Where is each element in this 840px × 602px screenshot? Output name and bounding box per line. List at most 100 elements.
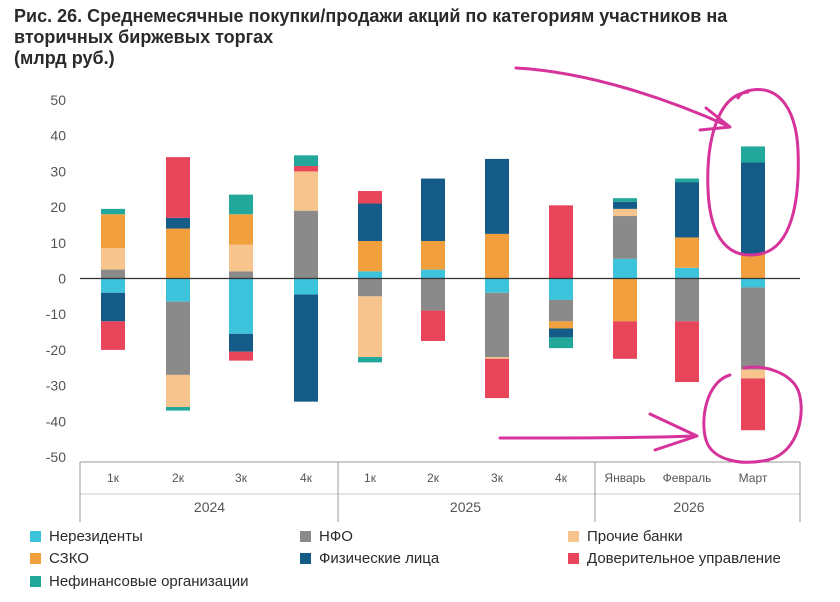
bar-segment [421, 178, 445, 242]
bar-segment [101, 214, 125, 249]
x-tick-label: 2к [427, 471, 440, 485]
bar-segment [166, 228, 190, 279]
x-tick-label: 4к [555, 471, 568, 485]
bar-segment [675, 267, 699, 279]
x-tick-label: 1к [364, 471, 377, 485]
y-tick-label: 40 [50, 128, 66, 144]
bar-segment [485, 357, 509, 359]
bar-segment [549, 299, 573, 322]
chart-title: Рис. 26. Среднемесячные покупки/продажи … [14, 6, 824, 69]
y-tick-label: 20 [50, 199, 66, 215]
bar-segment [229, 194, 253, 215]
bar-segment [294, 278, 318, 295]
bar-segment [549, 328, 573, 338]
bar-segment [101, 292, 125, 322]
bar-segment [358, 191, 382, 204]
chart-subtitle: (млрд руб.) [14, 48, 115, 68]
bar-segment [741, 287, 765, 370]
bar-segment [675, 321, 699, 383]
x-tick-label: 2к [172, 471, 185, 485]
bar-segment [166, 217, 190, 229]
bar-segment [613, 216, 637, 259]
bar-segment [485, 358, 509, 399]
y-tick-label: 30 [50, 163, 66, 179]
bar-segment [741, 162, 765, 254]
bar-segment [358, 271, 382, 279]
bar-segment [358, 357, 382, 363]
y-tick-label: -40 [46, 413, 66, 429]
bar-segment [358, 278, 382, 297]
bar-segment [613, 208, 637, 217]
y-tick-label: -20 [46, 342, 66, 358]
bar-segment [675, 182, 699, 238]
bar-segment [549, 205, 573, 279]
bar-segment [675, 237, 699, 268]
bar-segment [229, 271, 253, 279]
bar-segment [294, 166, 318, 172]
x-tick-label: 1к [107, 471, 120, 485]
bar-segment [485, 278, 509, 293]
bar-segment [229, 244, 253, 272]
bar-segment [294, 155, 318, 167]
bar-segment [101, 248, 125, 270]
bar-segment [101, 208, 125, 215]
bar-segment [613, 278, 637, 322]
bar-segment [485, 158, 509, 234]
bar-segment [741, 369, 765, 379]
x-tick-label: 3к [491, 471, 504, 485]
bar-segment [549, 337, 573, 349]
bar-segment [229, 214, 253, 245]
chart-title-text: Рис. 26. Среднемесячные покупки/продажи … [14, 6, 728, 47]
bar-segment [166, 278, 190, 302]
bar-segment [166, 157, 190, 218]
bar-segment [229, 333, 253, 352]
bar-segment [229, 278, 253, 334]
bar-segment [675, 278, 699, 322]
bar-segment [421, 241, 445, 270]
bar-segment [358, 296, 382, 358]
bar-segment [549, 278, 573, 300]
bar-segment [294, 210, 318, 279]
bar-segment [358, 241, 382, 272]
x-group-label: 2025 [450, 499, 481, 515]
bar-segment [613, 258, 637, 279]
bar-segment [741, 253, 765, 279]
bar-segment [549, 321, 573, 329]
bar-segment [294, 294, 318, 402]
bar-segment [675, 178, 699, 183]
bar-segment [485, 233, 509, 279]
bar-segment [166, 374, 190, 408]
bar-segment [485, 292, 509, 358]
bar-segment [101, 278, 125, 293]
x-tick-label: 3к [235, 471, 248, 485]
bar-segment [741, 278, 765, 288]
y-tick-label: -50 [46, 449, 66, 465]
bar-segment [421, 310, 445, 341]
x-group-label: 2026 [673, 499, 704, 515]
x-tick-label: Февраль [663, 471, 712, 485]
bar-segment [101, 321, 125, 350]
bar-segment [421, 269, 445, 279]
bar-segment [741, 378, 765, 431]
bar-segment [358, 203, 382, 242]
bar-segment [421, 278, 445, 311]
bar-segment [166, 301, 190, 375]
y-tick-label: 10 [50, 235, 66, 251]
y-tick-label: 0 [58, 271, 66, 287]
bar-segment [613, 198, 637, 202]
bar-segment [229, 351, 253, 361]
bar-segment [741, 146, 765, 163]
y-tick-label: -30 [46, 378, 66, 394]
x-tick-label: Март [739, 471, 768, 485]
y-tick-label: -10 [46, 306, 66, 322]
bar-segment [613, 321, 637, 359]
x-tick-label: Январь [604, 471, 645, 485]
bar-segment [166, 407, 190, 411]
bar-segment [101, 269, 125, 279]
bar-segment [294, 171, 318, 211]
y-tick-label: 50 [50, 92, 66, 108]
bar-segment [613, 201, 637, 209]
x-tick-label: 4к [300, 471, 313, 485]
x-group-label: 2024 [194, 499, 225, 515]
